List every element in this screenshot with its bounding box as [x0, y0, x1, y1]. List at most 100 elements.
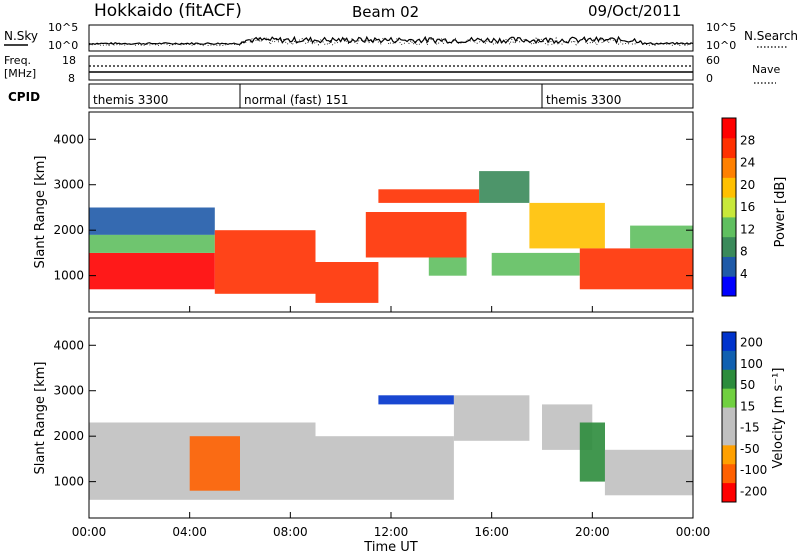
- noise-left-tick-top: 10^5: [48, 21, 78, 34]
- colorbar-tick-label: -50: [740, 442, 760, 456]
- radar-title: Hokkaido (fitACF): [94, 1, 242, 21]
- data-band: [315, 436, 454, 500]
- colorbar-swatch: [722, 445, 736, 465]
- colorbar-swatch: [722, 216, 736, 238]
- velocity-colorbar: 200 100 50 15 -15 -50 -100 -200: [721, 331, 767, 503]
- power-colorbar-label: Power [dB]: [773, 177, 788, 248]
- time-axis: 00:00 04:00 08:00 12:00 16:00 20:00 00:00: [72, 306, 711, 539]
- x-tick-label: 00:00: [676, 525, 711, 539]
- y-tick-label: 4000: [53, 338, 84, 352]
- y-tick-label: 4000: [53, 132, 84, 146]
- colorbar-swatch: [722, 197, 736, 218]
- data-band: [579, 248, 694, 290]
- data-band: [453, 395, 530, 441]
- data-band: [89, 207, 215, 235]
- colorbar-tick-label: 16: [740, 200, 755, 214]
- beam-title: Beam 02: [352, 3, 419, 21]
- velocity-ylabel: Slant Range [km]: [33, 362, 48, 475]
- nave-tick-top: 60: [706, 54, 720, 67]
- x-tick-label: 16:00: [474, 525, 509, 539]
- date-title: 09/Oct/2011: [588, 2, 681, 20]
- colorbar-tick-label: 50: [740, 378, 755, 392]
- colorbar-tick-label: 20: [740, 178, 755, 192]
- y-tick-label: 2000: [53, 429, 84, 443]
- noise-panel-frame: [88, 24, 694, 52]
- y-tick-label: 1000: [53, 475, 84, 489]
- data-band: [214, 230, 316, 294]
- colorbar-tick-label: 8: [740, 245, 748, 259]
- power-colorbar: 4 8 12 16 20 24 28: [721, 117, 755, 297]
- velocity-yticks: 1000 2000 3000 4000: [53, 338, 693, 489]
- colorbar-tick-label: -200: [740, 484, 767, 498]
- freq-label-line2: [MHz]: [4, 67, 36, 80]
- freq-panel-frame: [88, 55, 694, 81]
- noise-sky-trace: [88, 35, 694, 46]
- colorbar-swatch: [722, 369, 736, 390]
- data-band: [428, 257, 467, 276]
- colorbar-swatch: [722, 137, 736, 159]
- data-band: [89, 234, 215, 253]
- data-band: [189, 436, 240, 491]
- freq-tick-bottom: 8: [68, 72, 75, 85]
- colorbar-swatch: [722, 426, 736, 446]
- colorbar-tick-label: -100: [740, 463, 767, 477]
- time-axis-label: Time UT: [363, 540, 417, 554]
- colorbar-frame: [721, 117, 737, 297]
- cpid-segments: themis 3300 normal (fast) 151 themis 3300: [93, 84, 621, 108]
- nave-tick-bottom: 0: [706, 72, 713, 85]
- cpid-label: CPID: [8, 90, 40, 104]
- colorbar-swatch: [722, 276, 736, 297]
- noise-right-tick-bottom: 10^0: [706, 39, 736, 52]
- data-band: [579, 422, 605, 482]
- x-tick-label: 12:00: [374, 525, 409, 539]
- y-tick-label: 2000: [53, 223, 84, 237]
- colorbar-tick-label: 200: [740, 336, 763, 350]
- data-band: [491, 252, 580, 276]
- colorbar-tick-label: 4: [740, 267, 748, 281]
- cpid-segment-label: themis 3300: [93, 93, 168, 107]
- power-yticks: 1000 2000 3000 4000: [53, 132, 693, 283]
- y-tick-label: 3000: [53, 384, 84, 398]
- colorbar-frame: [721, 331, 737, 503]
- noise-left-tick-bottom: 10^0: [48, 39, 78, 52]
- colorbar-tick-label: 24: [740, 156, 755, 170]
- x-tick-label: 04:00: [172, 525, 207, 539]
- data-band: [378, 189, 480, 203]
- cpid-segment-label: normal (fast) 151: [244, 93, 348, 107]
- colorbar-swatch: [722, 256, 736, 277]
- colorbar-tick-label: 100: [740, 357, 763, 371]
- noise-right-label: N.Search: [744, 29, 798, 43]
- colorbar-swatch: [722, 388, 736, 409]
- noise-right-tick-top: 10^5: [706, 21, 736, 34]
- power-heatmap: [89, 171, 694, 303]
- data-band: [378, 395, 454, 405]
- nave-label: Nave: [752, 63, 780, 76]
- colorbar-tick-label: 15: [740, 399, 755, 413]
- data-band: [365, 212, 467, 258]
- y-tick-label: 3000: [53, 178, 84, 192]
- data-band: [89, 252, 215, 290]
- colorbar-swatch: [722, 483, 736, 503]
- colorbar-swatch: [722, 236, 736, 257]
- freq-label-line1: Freq.: [4, 54, 31, 67]
- colorbar-swatch: [722, 350, 736, 371]
- x-tick-label: 08:00: [273, 525, 308, 539]
- freq-tick-top: 18: [62, 54, 76, 67]
- y-tick-label: 1000: [53, 269, 84, 283]
- noise-search-trace: [88, 36, 694, 47]
- data-band: [529, 202, 605, 249]
- x-tick-label: 00:00: [72, 525, 107, 539]
- data-band: [315, 262, 379, 303]
- velocity-colorbar-label: Velocity [m s⁻¹]: [771, 368, 786, 469]
- colorbar-swatch: [722, 157, 736, 178]
- x-tick-label: 20:00: [575, 525, 610, 539]
- colorbar-swatch: [722, 177, 736, 198]
- data-band: [604, 449, 693, 496]
- power-ylabel: Slant Range [km]: [33, 156, 48, 269]
- colorbar-tick-label: -15: [740, 421, 760, 435]
- colorbar-swatch: [722, 407, 736, 427]
- velocity-heatmap: [89, 395, 693, 500]
- data-band: [479, 171, 530, 203]
